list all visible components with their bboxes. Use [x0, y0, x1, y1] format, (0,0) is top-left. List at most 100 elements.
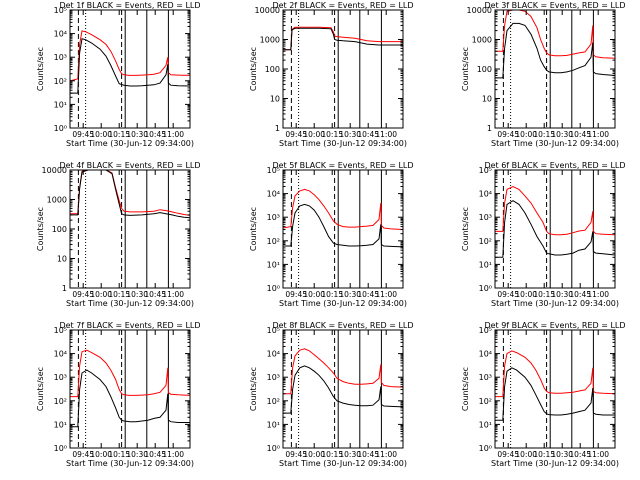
y-tick-label: 1 [487, 124, 492, 133]
x-tick-label: 10:15 [108, 290, 130, 299]
y-tick-label: 10² [267, 237, 280, 246]
series-line-events [283, 365, 404, 414]
y-tick-label: 10⁵ [479, 326, 492, 335]
y-axis-label: Counts/sec [36, 367, 45, 411]
x-axis-label: Start Time (30-Jun-12 09:34:00) [279, 459, 407, 468]
y-tick-label: 10⁵ [267, 166, 280, 175]
y-tick-label: 10⁵ [54, 6, 67, 15]
y-tick-label: 10⁰ [479, 284, 492, 293]
x-tick-label: 11:00 [375, 130, 397, 139]
y-axis-label: Counts/sec [461, 207, 470, 251]
series-line-lld [70, 349, 191, 398]
chart-panel-det6: 10⁰ 10¹ 10² 10³ 10⁴ 10⁵ 09:4510:0010:1510:3010… [461, 161, 626, 308]
x-tick-label: 10:15 [321, 450, 343, 459]
x-tick-label: 09:45 [285, 130, 307, 139]
y-tick-label: 10² [267, 397, 280, 406]
x-tick-label: 10:30 [126, 450, 148, 459]
plot-frame [494, 9, 616, 129]
series-line-events [495, 200, 616, 258]
x-tick-label: 10:45 [357, 290, 379, 299]
x-tick-label: 09:45 [72, 290, 94, 299]
y-tick-label: 10³ [267, 373, 280, 382]
x-tick-label: 10:45 [144, 130, 166, 139]
y-tick-label: 10⁰ [267, 284, 280, 293]
x-tick-label: 10:45 [569, 290, 591, 299]
y-tick-label: 10⁰ [479, 444, 492, 453]
x-tick-label: 10:45 [357, 450, 379, 459]
chart-title: Det 6f BLACK = Events, RED = LLD [484, 161, 625, 170]
y-tick-label: 10³ [267, 213, 280, 222]
x-axis-label: Start Time (30-Jun-12 09:34:00) [279, 139, 407, 148]
x-tick-label: 11:00 [587, 450, 609, 459]
x-tick-label: 10:15 [321, 290, 343, 299]
x-tick-label: 10:30 [126, 130, 148, 139]
x-tick-label: 11:00 [587, 130, 609, 139]
x-tick-label: 10:00 [90, 130, 112, 139]
series-line-lld [283, 26, 403, 51]
x-tick-label: 10:00 [303, 130, 325, 139]
x-tick-label: 10:30 [339, 450, 361, 459]
x-tick-label: 09:45 [497, 130, 519, 139]
x-tick-label: 09:45 [497, 290, 519, 299]
chart-panel-det8: 10⁰ 10¹ 10² 10³ 10⁴ 10⁵ 09:4510:0010:1510:3010… [249, 321, 414, 468]
series-line-events [283, 203, 404, 248]
y-tick-label: 10⁵ [54, 326, 67, 335]
y-tick-label: 10000 [42, 166, 67, 175]
x-axis-label: Start Time (30-Jun-12 09:34:00) [279, 299, 407, 308]
plot-frame [69, 9, 191, 129]
x-tick-label: 10:45 [144, 290, 166, 299]
y-tick-label: 10 [57, 255, 67, 264]
chart-panel-det7: 10⁰ 10¹ 10² 10³ 10⁴ 10⁵ 09:4510:0010:1510:3010… [36, 321, 201, 468]
chart-title: Det 8f BLACK = Events, RED = LLD [272, 321, 413, 330]
y-tick-label: 1 [275, 124, 280, 133]
x-axis-label: Start Time (30-Jun-12 09:34:00) [66, 459, 194, 468]
x-tick-label: 10:15 [108, 130, 130, 139]
y-tick-label: 10⁴ [479, 190, 492, 199]
x-tick-label: 09:45 [285, 290, 307, 299]
y-tick-label: 10000 [255, 6, 280, 15]
chart-panel-det5: 10⁰ 10¹ 10² 10³ 10⁴ 10⁵ 09:4510:0010:1510:3010… [249, 161, 414, 308]
y-tick-label: 10 [482, 95, 492, 104]
x-tick-label: 10:00 [90, 450, 112, 459]
y-tick-label: 10¹ [479, 260, 492, 269]
x-tick-label: 11:00 [375, 450, 397, 459]
y-tick-label: 1 [62, 284, 67, 293]
x-tick-label: 09:45 [72, 450, 94, 459]
x-tick-label: 10:00 [303, 290, 325, 299]
x-tick-label: 10:30 [126, 290, 148, 299]
y-tick-label: 10¹ [267, 420, 280, 429]
plot-frame [282, 169, 404, 289]
x-tick-label: 10:30 [339, 290, 361, 299]
x-tick-label: 10:45 [144, 450, 166, 459]
y-tick-label: 10³ [479, 213, 492, 222]
x-tick-label: 10:30 [551, 130, 573, 139]
chart-title: Det 9f BLACK = Events, RED = LLD [484, 321, 625, 330]
x-tick-label: 10:15 [533, 450, 555, 459]
y-tick-label: 10⁴ [267, 190, 280, 199]
x-tick-label: 10:45 [357, 130, 379, 139]
series-line-lld [69, 30, 191, 82]
series-line-lld [495, 350, 616, 398]
chart-panel-det3: 1 10 100 1000 10000 09:4510:0010:1510:3010:45… [461, 1, 626, 148]
y-axis-label: Counts/sec [249, 47, 258, 91]
y-tick-label: 1000 [47, 196, 67, 205]
chart-panel-det4: 1 10 100 1000 10000 09:4510:0010:1510:3010:45… [36, 161, 201, 308]
y-tick-label: 10¹ [54, 100, 67, 109]
plot-frame [282, 329, 404, 449]
plot-frame [69, 169, 191, 289]
x-tick-label: 10:30 [551, 290, 573, 299]
x-tick-label: 10:00 [515, 450, 537, 459]
series-line-lld [495, 185, 616, 236]
series-line-events [283, 27, 403, 51]
x-axis-label: Start Time (30-Jun-12 09:34:00) [491, 459, 619, 468]
y-tick-label: 100 [265, 65, 280, 74]
series-line-lld [70, 169, 191, 216]
y-tick-label: 10⁵ [267, 326, 280, 335]
x-tick-label: 10:00 [515, 130, 537, 139]
x-tick-label: 10:30 [339, 130, 361, 139]
x-tick-label: 10:30 [551, 450, 573, 459]
chart-title: Det 1f BLACK = Events, RED = LLD [59, 1, 200, 10]
x-tick-label: 10:15 [533, 130, 555, 139]
x-tick-label: 11:00 [162, 130, 184, 139]
y-tick-label: 10⁰ [267, 444, 280, 453]
